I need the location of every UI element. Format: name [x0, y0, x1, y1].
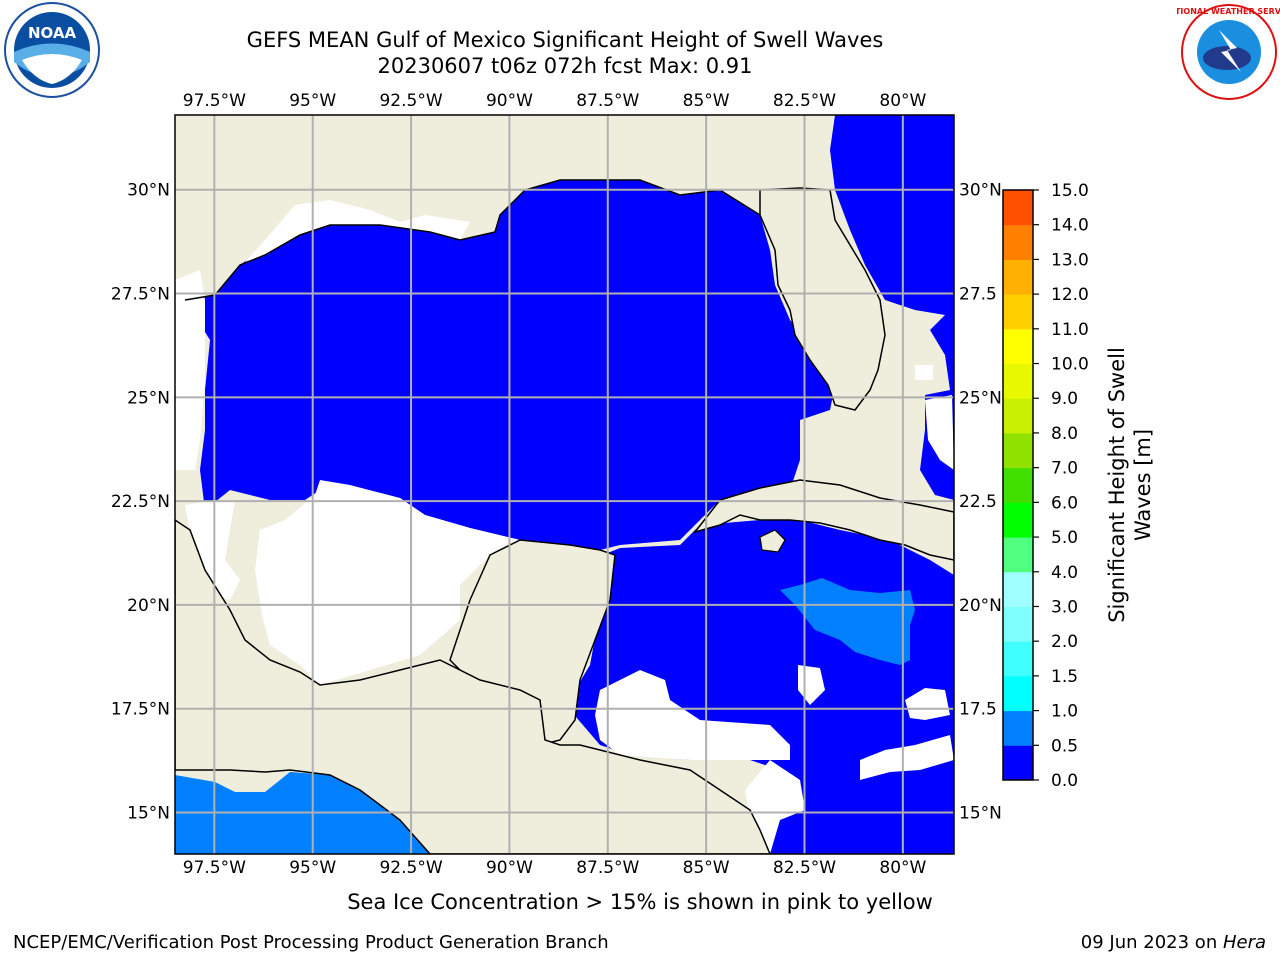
colorbar-tick-label-2: 1.0 — [1051, 702, 1078, 722]
colorbar-segment-7 — [1003, 502, 1033, 538]
colorbar-tick-label-11: 9.0 — [1051, 389, 1078, 409]
lat-label-left-4: 20°N — [127, 596, 170, 616]
colorbar: 0.0 0.5 1.0 1.5 2.0 3.0 4.0 5.0 6.0 7.0 8.0 9.0 10.0… — [1002, 181, 1089, 791]
no-data-texas-coast — [245, 200, 470, 262]
colorbar-segment-3 — [1003, 641, 1033, 677]
no-data-west-coast — [185, 500, 240, 600]
colorbar-tick-label-7: 5.0 — [1051, 528, 1078, 548]
footer-credit: NCEP/EMC/Verification Post Processing Pr… — [13, 932, 609, 953]
svg-text:NOAA: NOAA — [28, 24, 77, 42]
florida-land — [759, 187, 886, 411]
lon-label-bottom-2: 92.5°W — [379, 858, 442, 878]
svg-text:NATIONAL WEATHER SERVICE: NATIONAL WEATHER SERVICE — [1177, 7, 1280, 16]
colorbar-tick-label-3: 1.5 — [1051, 667, 1078, 687]
central-america-land — [175, 519, 771, 854]
lat-label-left-5: 17.5°N — [111, 700, 170, 720]
lat-label-right-5: 17.5 — [959, 700, 997, 720]
colorbar-segment-16 — [1003, 190, 1033, 226]
colorbar-segment-13 — [1003, 294, 1033, 330]
lon-label-top-6: 82.5°W — [773, 91, 836, 111]
no-data-nw-strip — [175, 270, 205, 470]
sea-ice-note: Sea Ice Concentration > 15% is shown in … — [347, 890, 933, 914]
colorbar-tick-label-12: 10.0 — [1051, 355, 1089, 375]
colorbar-segment-10 — [1003, 398, 1033, 434]
colorbar-tick-label-14: 12.0 — [1051, 285, 1089, 305]
map-subtitle: 20230607 t06z 072h fcst Max: 0.91 — [377, 54, 753, 78]
colorbar-label: Significant Height of Swell — [1105, 347, 1129, 623]
colorbar-segment-2 — [1003, 675, 1033, 712]
nws-logo-icon: NATIONAL WEATHER SERVICE — [1177, 4, 1280, 100]
colorbar-tick-label-8: 6.0 — [1051, 493, 1078, 513]
colorbar-segment-15 — [1003, 224, 1033, 260]
colorbar-tick-label-4: 2.0 — [1051, 632, 1078, 652]
lat-label-left-6: 15°N — [127, 803, 170, 823]
lon-label-bottom-0: 97.5°W — [183, 858, 246, 878]
lon-label-bottom-1: 95°W — [289, 858, 336, 878]
lat-label-right-2: 25°N — [959, 388, 1002, 408]
map-grid — [175, 115, 954, 854]
colorbar-tick-label-9: 7.0 — [1051, 459, 1078, 479]
colorbar-segment-0 — [1003, 745, 1033, 781]
cuba-land — [693, 479, 954, 561]
colorbar-tick-label-1: 0.5 — [1051, 736, 1078, 756]
lon-label-top-1: 95°W — [289, 91, 336, 111]
lon-label-bottom-5: 85°W — [683, 858, 730, 878]
colorbar-segment-14 — [1003, 259, 1033, 295]
colorbar-tick-label-0: 0.0 — [1051, 771, 1078, 791]
colorbar-segment-1 — [1003, 710, 1033, 746]
no-data-east-spot — [905, 688, 950, 720]
colorbar-segment-8 — [1003, 467, 1033, 503]
noaa-logo-icon: NOAA — [4, 2, 100, 98]
no-data-honduras-shelf — [595, 670, 790, 760]
lat-label-left-3: 22.5°N — [111, 492, 170, 512]
lat-label-right-1: 27.5 — [959, 285, 997, 305]
atlantic-ocean — [830, 115, 954, 500]
colorbar-tick-label-13: 11.0 — [1051, 320, 1089, 340]
no-data-bay-of-campeche — [255, 480, 550, 685]
colorbar-tick-label-17: 15.0 — [1051, 181, 1089, 201]
lon-label-top-2: 92.5°W — [379, 91, 442, 111]
colorbar-segment-5 — [1003, 571, 1033, 607]
colorbar-tick-label-15: 13.0 — [1051, 250, 1089, 270]
colorbar-segment-11 — [1003, 363, 1033, 399]
us-gulf-coastline — [184, 179, 761, 301]
lon-label-top-5: 85°W — [683, 91, 730, 111]
lat-label-right-0: 30°N — [959, 181, 1002, 201]
colorbar-label-units: Waves [m] — [1131, 429, 1155, 541]
lat-label-right-3: 22.5 — [959, 492, 997, 512]
lon-label-top-7: 80°W — [879, 91, 926, 111]
swell-patch-caribbean — [780, 578, 915, 665]
no-data-caribbean-spot — [860, 735, 954, 780]
no-data-bahamas — [925, 395, 954, 470]
lon-label-top-3: 90°W — [486, 91, 533, 111]
lat-label-left-0: 30°N — [127, 181, 170, 201]
colorbar-tick-label-5: 3.0 — [1051, 597, 1078, 617]
lon-label-bottom-3: 90°W — [486, 858, 533, 878]
colorbar-tick-label-10: 8.0 — [1051, 424, 1078, 444]
lon-label-top-4: 87.5°W — [576, 91, 639, 111]
footer-machine: Hera — [1222, 932, 1266, 953]
colorbar-segment-9 — [1003, 432, 1033, 469]
colorbar-segment-6 — [1003, 537, 1033, 573]
lon-label-bottom-7: 80°W — [879, 858, 926, 878]
lat-label-left-2: 25°N — [127, 388, 170, 408]
isle-of-youth — [759, 529, 786, 553]
lat-label-right-6: 15°N — [959, 803, 1002, 823]
colorbar-segment-12 — [1003, 328, 1033, 365]
map-title: GEFS MEAN Gulf of Mexico Significant Hei… — [246, 28, 884, 52]
colorbar-frame — [1002, 189, 1034, 781]
lat-label-left-1: 27.5°N — [111, 285, 170, 305]
colorbar-tick-label-16: 14.0 — [1051, 216, 1089, 236]
lon-label-top-0: 97.5°W — [183, 91, 246, 111]
colorbar-tick-label-6: 4.0 — [1051, 563, 1078, 583]
map-frame — [174, 114, 955, 855]
colorbar-segment-4 — [1003, 606, 1033, 642]
lon-label-bottom-4: 87.5°W — [576, 858, 639, 878]
footer-date-text: 09 Jun 2023 on — [1080, 932, 1223, 953]
lon-label-bottom-6: 82.5°W — [773, 858, 836, 878]
no-data-small-spot — [915, 365, 933, 380]
lat-label-right-4: 20°N — [959, 596, 1002, 616]
footer-date: 09 Jun 2023 on Hera — [1081, 932, 1266, 953]
